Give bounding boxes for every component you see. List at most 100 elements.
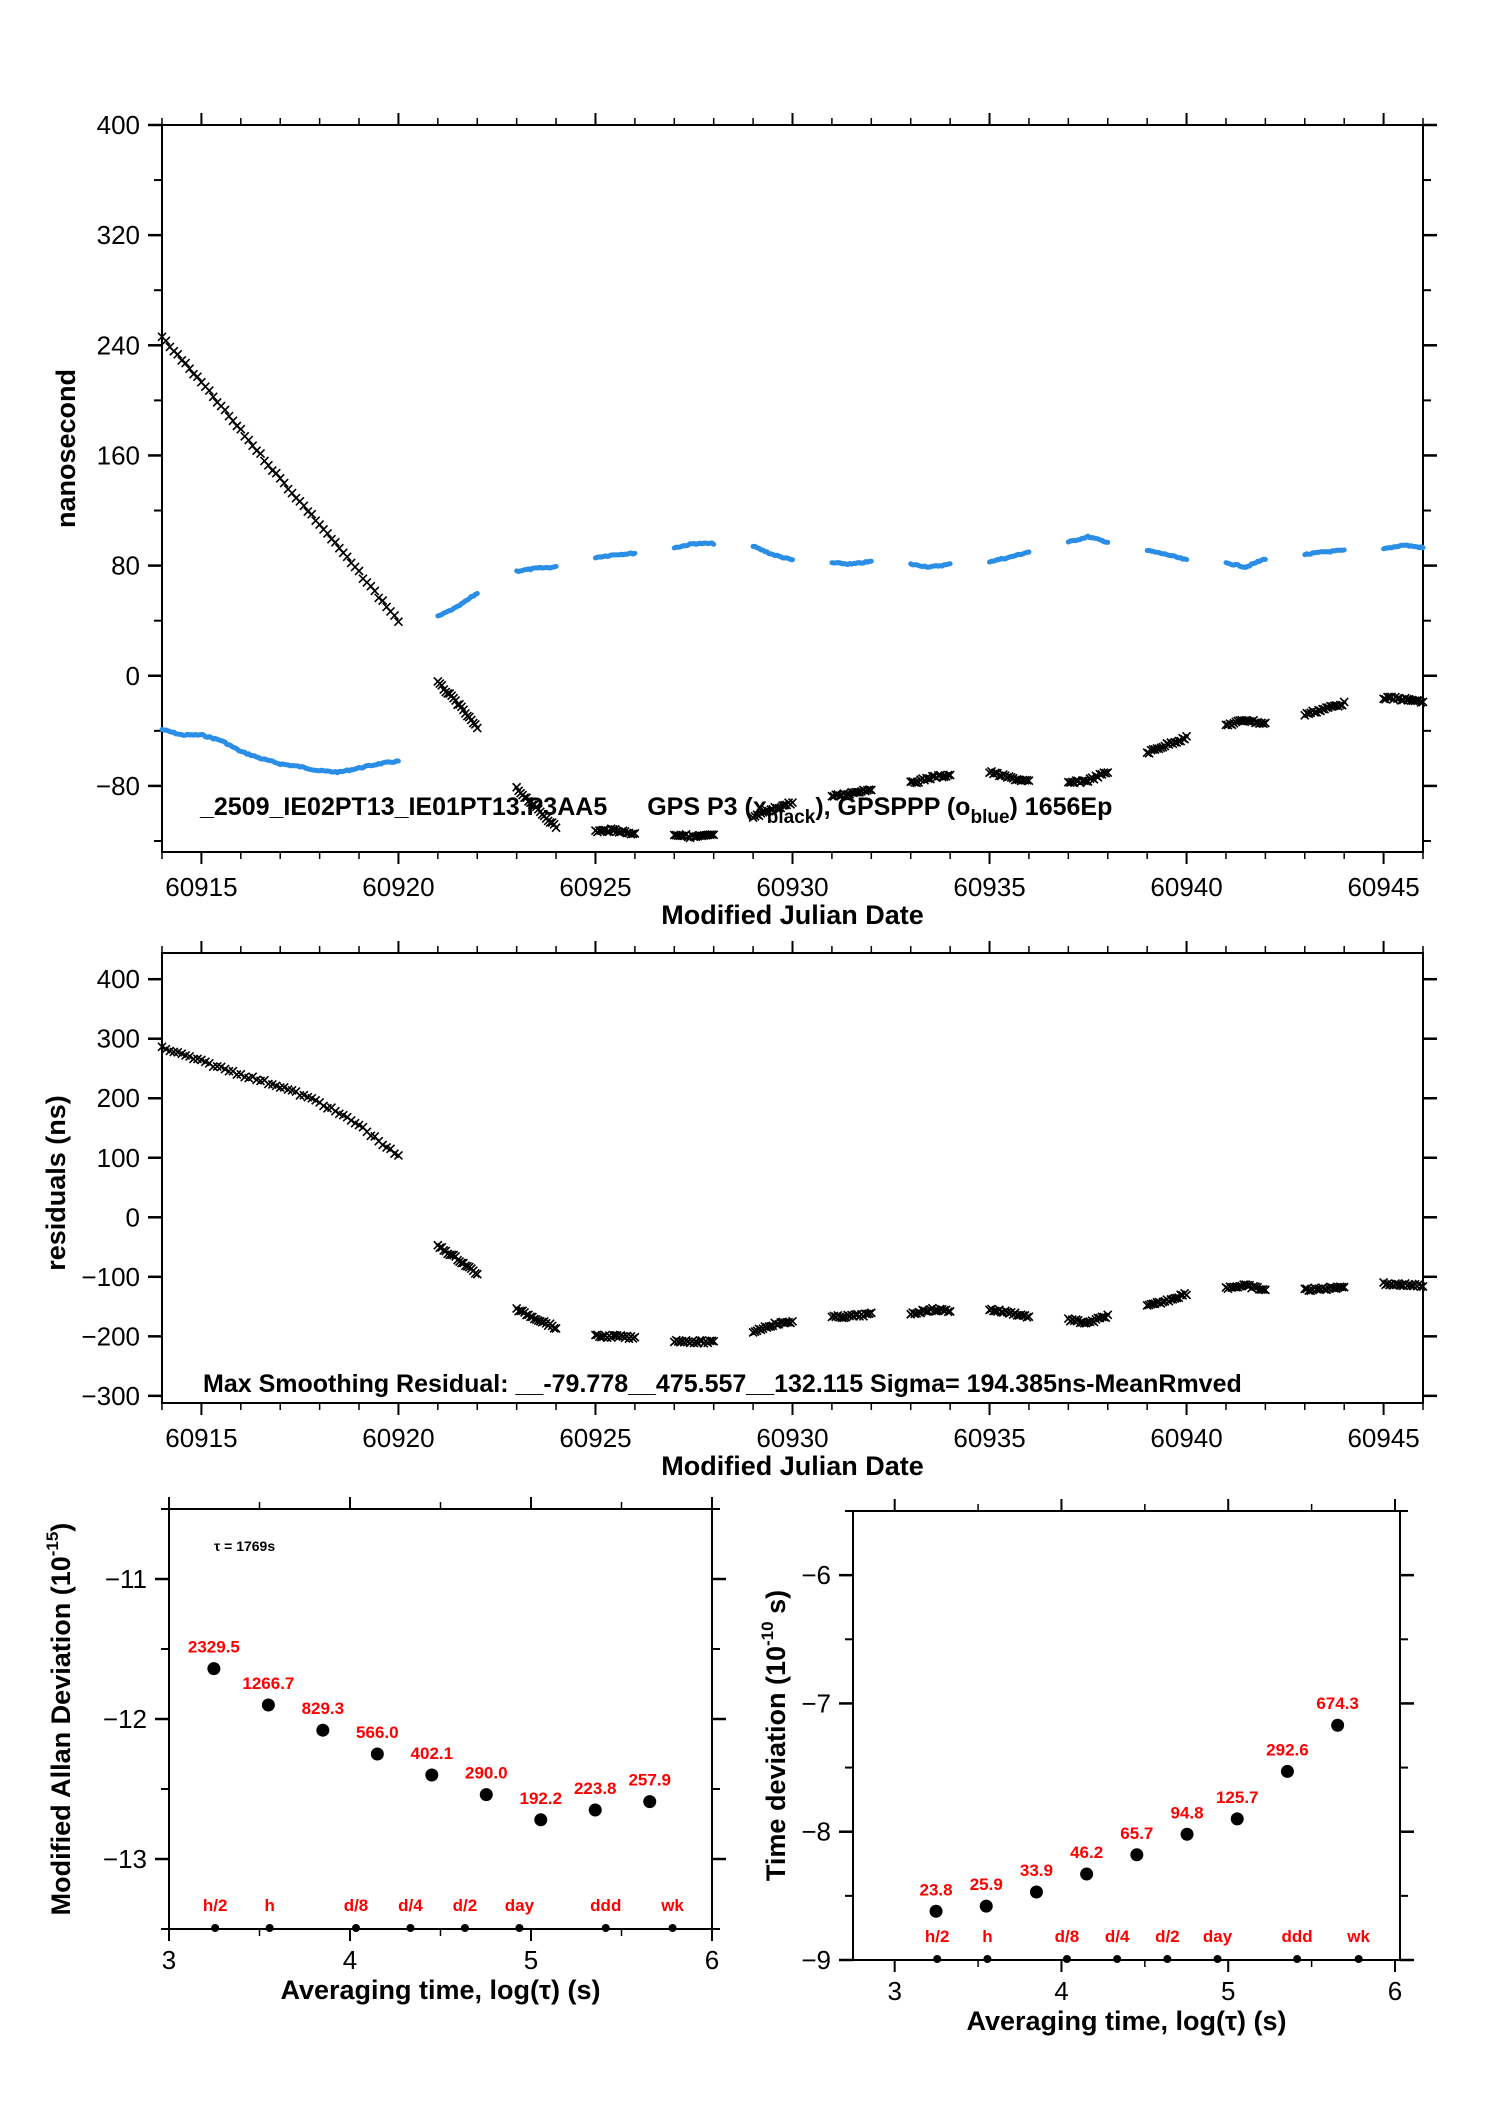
x-axis-title: Modified Julian Date (661, 1451, 924, 1481)
residual-annotation: Max Smoothing Residual: __-79.778__475.5… (203, 1370, 1242, 1398)
data-point (630, 828, 640, 839)
x-tick-label: 60930 (756, 872, 828, 902)
x-tick-label: 60915 (165, 872, 237, 902)
point-value-label: 25.9 (970, 1875, 1003, 1894)
reference-mark (1062, 1955, 1071, 1963)
series-segment-gpsppp (908, 561, 953, 570)
y-axis-title-exponent: -15 (43, 1532, 62, 1557)
data-point (470, 1268, 480, 1279)
series-segment-gpsppp (1223, 556, 1268, 570)
data-point (1260, 1285, 1270, 1295)
data-point (588, 1803, 602, 1817)
reference-mark (211, 1924, 220, 1932)
reference-mark (933, 1955, 942, 1963)
data-point (1382, 692, 1393, 702)
data-point (1101, 768, 1111, 778)
panel-tdev: 3 4 5 6 −6 −7 −8 −9 Averaging time, log(τ) (s) Ti… (758, 1499, 1414, 2036)
y-tick-label: −300 (81, 1381, 140, 1411)
series-segment-residuals (906, 1303, 955, 1319)
data-point (979, 1899, 993, 1913)
legend-series-1: GPS P3 (x (647, 793, 767, 821)
data-point (220, 405, 230, 415)
x-tick-label: 60935 (953, 1423, 1025, 1453)
data-point (322, 528, 333, 539)
data-point (1418, 697, 1428, 707)
series-segment-gpsppp (1381, 542, 1426, 552)
series-segment-gpsppp (829, 558, 874, 568)
data-point (472, 723, 482, 733)
data-point (255, 448, 266, 459)
series-segment-residuals (984, 1304, 1034, 1322)
x-tick-label: 60920 (362, 1423, 434, 1453)
data-point (630, 1332, 640, 1342)
data-point (1331, 1718, 1345, 1732)
y-tick-label: −6 (801, 1560, 831, 1590)
y-tick-label: −100 (81, 1262, 140, 1292)
data-point (1230, 1812, 1244, 1826)
reference-mark-label: day (1203, 1927, 1233, 1946)
data-point (299, 501, 309, 511)
data-point (774, 803, 784, 813)
data-point (330, 537, 340, 547)
data-point (1418, 1281, 1428, 1292)
reference-mark-label: wk (660, 1896, 684, 1915)
y-tick-label: 400 (97, 110, 140, 140)
point-value-label: 23.8 (920, 1880, 953, 1899)
data-point (370, 586, 380, 596)
data-point (551, 1323, 561, 1334)
data-point (1181, 1290, 1192, 1300)
reference-mark (1113, 1955, 1122, 1963)
plot-frame (161, 952, 1424, 1404)
x-tick-label: 60945 (1347, 1423, 1419, 1453)
data-point (303, 506, 313, 517)
reference-mark (265, 1924, 274, 1932)
data-point (1022, 775, 1032, 785)
series-segment-gpsppp (987, 549, 1032, 565)
series-segment-gpsppp (1065, 533, 1111, 545)
point-value-label: 33.9 (1020, 1861, 1053, 1880)
series-segment-residuals (1300, 1282, 1349, 1296)
y-axis-title-exponent: -10 (758, 1621, 777, 1646)
data-point (534, 1813, 548, 1827)
data-point (549, 1323, 559, 1333)
data-point (252, 446, 262, 456)
data-point (1280, 1764, 1294, 1778)
reference-mark-label: wk (1346, 1927, 1370, 1946)
series-segment-residuals (1379, 1277, 1428, 1292)
series-segment-gpsppp (671, 540, 717, 551)
series-segment-residuals (433, 1240, 482, 1279)
data-point (1065, 778, 1075, 788)
x-tick-label: 4 (1054, 1976, 1068, 2006)
y-tick-label: 80 (111, 551, 140, 581)
data-point (342, 552, 352, 562)
point-value-label: 257.9 (628, 1771, 671, 1790)
y-tick-label: 200 (97, 1083, 140, 1113)
series-segment-residuals (1221, 1280, 1270, 1295)
panel-time-series: 60915 60920 60925 60930 60935 60940 60945 400 32… (51, 110, 1437, 930)
reference-mark (1213, 1955, 1222, 1963)
data-point (346, 1115, 356, 1125)
y-tick-label: 240 (97, 330, 140, 360)
data-point (479, 1788, 493, 1802)
data-point (208, 392, 218, 402)
reference-mark-label: d/4 (398, 1896, 423, 1915)
series-segment-gps-p3 (669, 829, 719, 843)
data-point (643, 1795, 657, 1809)
data-point (244, 435, 254, 445)
data-point (1024, 1312, 1034, 1322)
y-tick-label: 400 (97, 964, 140, 994)
point-value-label: 65.7 (1120, 1824, 1153, 1843)
data-point (1250, 1282, 1261, 1292)
data-point (910, 777, 920, 788)
x-tick-label: 60945 (1347, 872, 1419, 902)
data-point (374, 593, 384, 603)
point-value-label: 223.8 (574, 1779, 617, 1798)
series-segment-gpsppp (514, 563, 559, 574)
legend: _2509_IE02PT13_IE01PT13.P3AA5 GPS P3 (xbl… (199, 793, 1112, 828)
data-point (1024, 776, 1034, 786)
series-segment-gps-p3 (433, 676, 482, 733)
y-tick-label: −200 (81, 1321, 140, 1351)
reference-mark (406, 1924, 415, 1932)
data-point (204, 386, 214, 396)
